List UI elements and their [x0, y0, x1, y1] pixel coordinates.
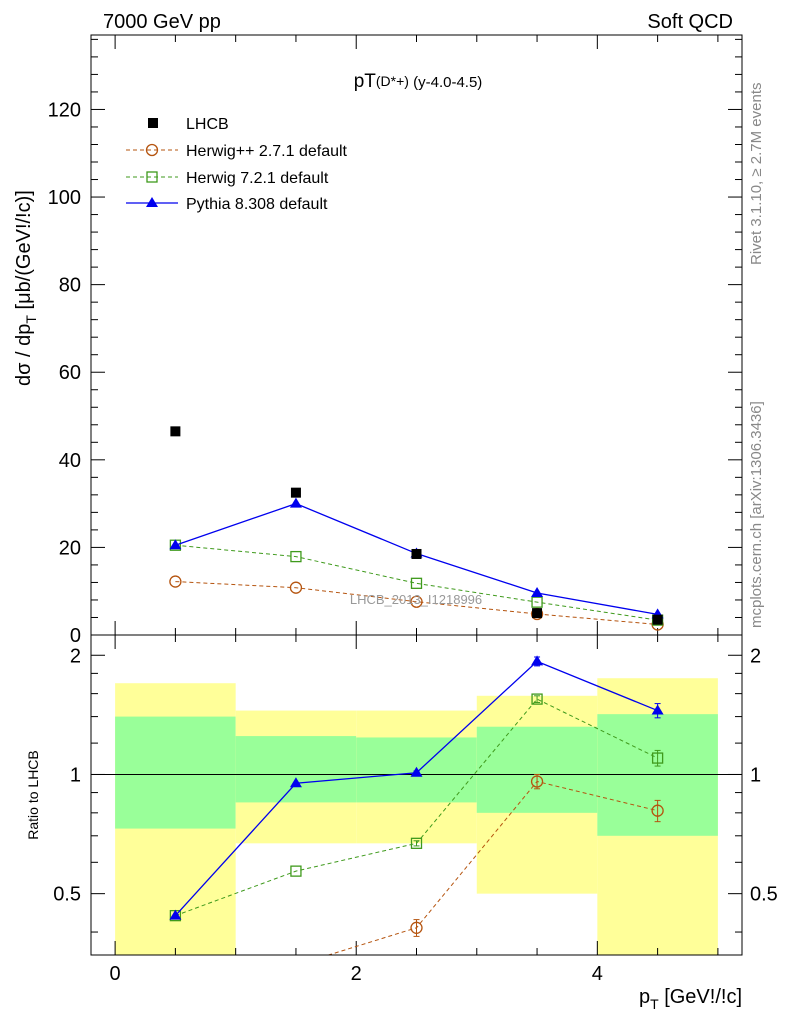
- ratio-x-tick-label: 2: [351, 963, 362, 985]
- ratio-point-herwig-7-2-1-default: [651, 752, 664, 764]
- main-axis-ticks: 0 20 40 60 80 100 120: [48, 35, 742, 647]
- data-point-pythia-8-308-default: [289, 497, 302, 508]
- main-y-tick-label: 80: [59, 275, 81, 297]
- ratio-x-tick-label: 0: [110, 963, 121, 985]
- ratio-point-pythia-8-308-default: [410, 766, 423, 777]
- main-y-axis-label-sub: T: [23, 315, 39, 324]
- series-lhcb: [170, 426, 663, 625]
- ratio-series-clipped: [169, 655, 664, 1012]
- series-line-herwig-7-2-1-default: [175, 544, 658, 621]
- data-point-herwig-7-2-1-default: [290, 550, 302, 563]
- ratio-point-herwig-2-7-1-default: [410, 921, 423, 934]
- ratio-series-herwig-2-7-1-default: [170, 773, 664, 1012]
- ratio-x-axis-label-main: p: [639, 986, 650, 1008]
- legend-marker-herwig7: [146, 171, 158, 183]
- legend-entry-lhcb: LHCB: [148, 116, 229, 133]
- ratio-point-pythia-8-308-default: [169, 909, 182, 920]
- main-y-tick-label: 40: [59, 450, 81, 472]
- ratio-point-herwig-2-7-1-default: [530, 775, 544, 788]
- main-y-axis-label: dσ / dpT [μb/(GeV!/!c)]: [13, 190, 39, 386]
- ratio-x-axis-label-tail: [GeV!/!c]: [659, 986, 742, 1008]
- ratio-y-tick-label: 0.5: [53, 884, 81, 906]
- legend-label-herwig7: Herwig 7.2.1 default: [186, 170, 329, 187]
- data-point-lhcb: [170, 426, 181, 437]
- ratio-point-herwig-7-2-1-default: [410, 837, 423, 849]
- watermark-text: LHCB_2013_I1218996: [350, 592, 482, 607]
- rivet-version-text: Rivet 3.1.10, ≥ 2.7M events: [748, 83, 765, 266]
- ratio-point-pythia-8-308-default: [651, 704, 664, 715]
- main-y-tick-label: 120: [48, 99, 81, 121]
- data-point-herwig-2-7-1-default: [289, 581, 303, 594]
- main-title: pT(D*+) (y-4.0-4.5): [354, 71, 483, 92]
- ratio-y-tick-label-right: 1: [750, 764, 761, 786]
- legend: LHCB Herwig++ 2.7.1 default Herwig 7.2.1…: [126, 116, 348, 213]
- ratio-x-tick-label: 4: [592, 963, 603, 985]
- legend-label-lhcb: LHCB: [186, 116, 229, 133]
- legend-marker-herwig-pp: [145, 143, 159, 157]
- main-title-tail: (y-4.0-4.5): [409, 74, 482, 91]
- main-y-tick-label: 20: [59, 537, 81, 559]
- legend-entry-herwig-pp: Herwig++ 2.7.1 default: [126, 143, 348, 160]
- data-point-herwig-2-7-1-default: [410, 595, 423, 608]
- main-title-sub: (D*+): [376, 73, 409, 89]
- legend-marker-lhcb: [148, 118, 158, 128]
- main-y-tick-label: 100: [48, 187, 81, 209]
- ratio-x-axis-label-sub: T: [650, 996, 659, 1012]
- main-title-main: pT: [354, 71, 377, 92]
- data-point-lhcb: [411, 548, 422, 559]
- data-point-lhcb: [652, 614, 663, 625]
- ratio-point-pythia-8-308-default: [531, 655, 544, 666]
- ratio-point-herwig-7-2-1-default: [531, 693, 543, 705]
- ratio-point-pythia-8-308-default: [289, 777, 302, 788]
- ratio-point-herwig-2-7-1-default: [290, 960, 301, 971]
- ratio-band-green: [115, 716, 236, 829]
- ratio-series-pythia-8-308-default: [169, 655, 664, 920]
- ratio-y-axis-label: Ratio to LHCB: [25, 750, 41, 839]
- header-left: 7000 GeV pp: [103, 11, 221, 33]
- ratio-y-tick-label-right: 0.5: [750, 884, 778, 906]
- main-panel: 0 20 40 60 80 100 120 pT(D*+) (y-4.0-4.5) LHCB…: [13, 34, 743, 647]
- data-point-herwig-2-7-1-default: [169, 575, 182, 588]
- data-point-pythia-8-308-default: [169, 539, 182, 550]
- ratio-series-layer: [169, 655, 664, 1012]
- data-point-lhcb: [532, 608, 543, 619]
- ratio-frame: [90, 634, 743, 956]
- data-point-herwig-7-2-1-default: [531, 596, 543, 608]
- main-y-axis-label-main: dσ / dp: [13, 324, 35, 386]
- ratio-x-axis-label: pT [GeV!/!c]: [639, 986, 742, 1012]
- ratio-panel: 0.5 0.5 1 1 2 2 0 2 4 Ratio to LHCB pT [GeV!/!c]: [25, 634, 778, 1012]
- ratio-point-herwig-2-7-1-default: [170, 1001, 181, 1012]
- legend-entry-pythia: Pythia 8.308 default: [126, 196, 328, 213]
- ratio-point-herwig-7-2-1-default: [290, 865, 302, 877]
- ratio-bands: [115, 678, 718, 955]
- legend-entry-herwig7: Herwig 7.2.1 default: [126, 170, 329, 187]
- ratio-band-green: [235, 736, 357, 803]
- legend-label-pythia: Pythia 8.308 default: [186, 196, 328, 213]
- header-right: Soft QCD: [647, 11, 733, 33]
- data-point-lhcb: [290, 487, 301, 498]
- ratio-y-tick-label: 1: [70, 764, 81, 786]
- ratio-axis-ticks: 0.5 0.5 1 1 2 2 0 2 4: [53, 635, 778, 985]
- ratio-series-herwig-7-2-1-default: [169, 693, 664, 922]
- ratio-y-tick-label: 2: [70, 645, 81, 667]
- data-point-pythia-8-308-default: [531, 586, 544, 597]
- legend-marker-pythia: [146, 197, 158, 207]
- legend-label-herwig-pp: Herwig++ 2.7.1 default: [186, 143, 348, 160]
- series-line-herwig-2-7-1-default: [175, 581, 658, 625]
- data-point-herwig-7-2-1-default: [410, 577, 423, 589]
- main-y-axis-label-tail: [μb/(GeV!/!c)]: [13, 190, 35, 315]
- main-y-tick-label: 0: [70, 625, 81, 647]
- main-y-tick-label: 60: [59, 362, 81, 384]
- ratio-band-green: [476, 726, 598, 813]
- main-series-layer: [169, 426, 664, 631]
- mcplots-text: mcplots.cern.ch [arXiv:1306.3436]: [748, 401, 765, 628]
- ratio-point-herwig-2-7-1-default: [651, 804, 664, 817]
- ratio-y-tick-label-right: 2: [750, 645, 761, 667]
